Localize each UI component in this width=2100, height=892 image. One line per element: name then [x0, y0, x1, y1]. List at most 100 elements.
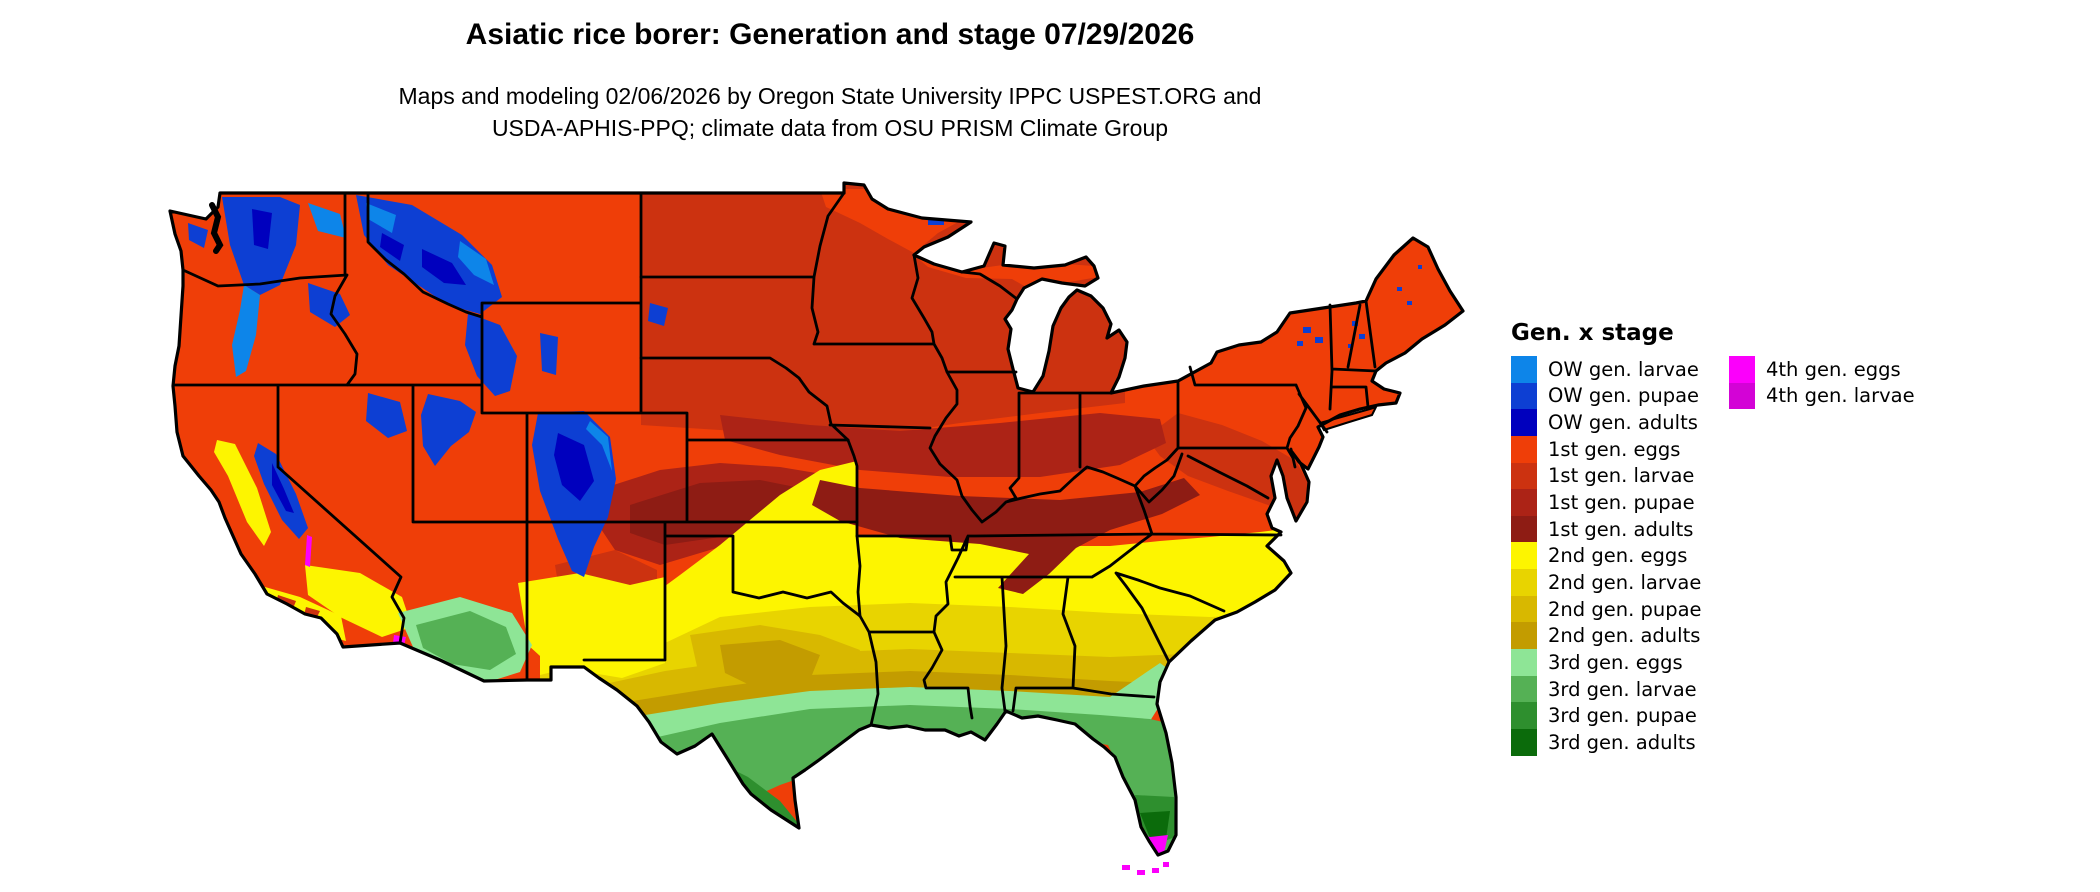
- legend-right-column: 4th gen. eggs 4th gen. larvae: [1729, 356, 1915, 410]
- florida-keys: [1122, 862, 1169, 875]
- legend-label: 2nd gen. pupae: [1548, 597, 1702, 621]
- region-yellowstone-ow: [465, 313, 517, 396]
- region-sierra-ow-core: [272, 463, 294, 513]
- state-borders-south: [855, 532, 1226, 727]
- legend-label: 1st gen. adults: [1548, 517, 1694, 541]
- legend-item: 1st gen. pupae: [1511, 489, 1702, 516]
- legend-label: 4th gen. larvae: [1766, 384, 1915, 408]
- legend-swatch: [1511, 542, 1537, 570]
- legend-item: 1st gen. eggs: [1511, 435, 1702, 463]
- legend-swatch: [1511, 728, 1537, 756]
- legend-label: 3rd gen. pupae: [1548, 704, 1697, 728]
- legend-item: 2nd gen. adults: [1511, 622, 1702, 650]
- legend-label: 3rd gen. eggs: [1548, 650, 1683, 674]
- legend-swatch: [1511, 595, 1537, 623]
- legend-label: OW gen. pupae: [1548, 384, 1700, 408]
- legend-swatch: [1511, 462, 1537, 490]
- legend-item: OW gen. larvae: [1511, 356, 1702, 383]
- legend-swatch: [1511, 435, 1537, 463]
- region-nevada-ow: [366, 393, 407, 438]
- legend-label: 1st gen. eggs: [1548, 437, 1681, 461]
- region-band-3rd-eggs: [540, 663, 1190, 775]
- legend-label: OW gen. larvae: [1548, 357, 1699, 381]
- region-newash-ow: [308, 203, 346, 238]
- us-coastline: [168, 181, 1465, 857]
- map-subtitle-line2: USDA-APHIS-PPQ; climate data from OSU PR…: [491, 115, 1169, 141]
- legend-item: 3rd gen. pupae: [1511, 702, 1702, 729]
- region-band-2nd-adults: [540, 671, 1200, 747]
- legend-label: 3rd gen. larvae: [1548, 677, 1697, 701]
- region-california-central-valley-2nd-eggs: [214, 440, 271, 546]
- map-subtitle: Maps and modeling 02/06/2026 by Oregon S…: [0, 80, 1660, 144]
- region-wasatch-ow: [421, 394, 476, 466]
- legend-item: 2nd gen. eggs: [1511, 542, 1702, 570]
- mountain-ow-regions: [188, 195, 1422, 577]
- long-island: [1318, 405, 1378, 432]
- us-map-container: [160, 145, 1490, 885]
- legend-label: 4th gen. eggs: [1766, 357, 1901, 381]
- legend-label: 2nd gen. adults: [1548, 624, 1701, 648]
- region-mojave-2nd-eggs: [305, 565, 412, 637]
- legend-item: 4th gen. larvae: [1729, 382, 1915, 410]
- region-south-newmexico-2nd-eggs: [518, 573, 665, 678]
- region-colorado-ow-core: [554, 433, 594, 501]
- legend-swatch: [1511, 356, 1537, 383]
- legend-swatch: [1511, 675, 1537, 703]
- region-olympics-ow: [188, 223, 208, 248]
- legend-item: 1st gen. larvae: [1511, 462, 1702, 490]
- region-idmt-ow-core1: [422, 249, 466, 285]
- legend-label: 3rd gen. adults: [1548, 730, 1696, 754]
- region-arizona-3rd-larvae: [416, 611, 516, 670]
- region-socal-coast-red-patch: [276, 595, 320, 619]
- region-cascades-ow-fringe: [232, 285, 260, 377]
- map-title: Asiatic rice borer: Generation and stage…: [465, 18, 1195, 51]
- legend-swatch: [1729, 382, 1755, 410]
- region-colorado-ow-fringe: [586, 421, 612, 471]
- legend-swatch: [1511, 702, 1537, 729]
- legend-item: 1st gen. adults: [1511, 515, 1702, 543]
- region-idmt-ow-fringe1: [366, 203, 396, 233]
- legend-label: 2nd gen. eggs: [1548, 544, 1688, 568]
- legend-swatch: [1511, 409, 1537, 436]
- legend-label: 2nd gen. larvae: [1548, 570, 1702, 594]
- region-blackhills-ow: [648, 303, 668, 326]
- puget-sound: [209, 202, 224, 254]
- legend-swatch: [1511, 489, 1537, 516]
- state-borders-east: [1133, 299, 1378, 537]
- legend-item: 2nd gen. larvae: [1511, 569, 1702, 596]
- header: Asiatic rice borer: Generation and stage…: [0, 0, 1660, 144]
- legend-label: 1st gen. larvae: [1548, 464, 1695, 488]
- region-idmt-ow-core2: [380, 233, 404, 261]
- region-cascades-ow-core: [252, 209, 272, 249]
- legend-left-column: OW gen. larvae OW gen. pupae OW gen. adu…: [1511, 356, 1702, 756]
- legend-item: 2nd gen. pupae: [1511, 595, 1702, 623]
- us-map: [168, 181, 1465, 875]
- state-borders: [172, 191, 1378, 727]
- region-band-2nd-eggs: [540, 461, 1463, 677]
- state-borders-west: [172, 191, 862, 682]
- legend-item: 3rd gen. larvae: [1511, 675, 1702, 703]
- legend-item: OW gen. adults: [1511, 409, 1702, 436]
- state-borders-midwest: [639, 191, 1137, 618]
- legend: Gen. x stage OW gen. larvae OW gen. pupa…: [1511, 320, 2071, 756]
- legend-swatch: [1511, 569, 1537, 596]
- legend-item: 3rd gen. eggs: [1511, 649, 1702, 676]
- legend-item: 4th gen. eggs: [1729, 356, 1915, 383]
- legend-swatch: [1511, 382, 1537, 410]
- region-adirondack-flecks: [1297, 327, 1323, 346]
- region-death-valley-4th: [305, 535, 312, 567]
- region-idmt-ow-fringe2: [458, 241, 494, 285]
- choropleth-regions: [170, 183, 1463, 855]
- legend-label: 1st gen. pupae: [1548, 491, 1695, 515]
- region-eastor-ow: [308, 283, 350, 327]
- legend-label: OW gen. adults: [1548, 411, 1698, 435]
- region-midatlantic-1st-larvae: [1146, 413, 1310, 519]
- legend-item: OW gen. pupae: [1511, 382, 1702, 410]
- legend-swatch: [1511, 649, 1537, 676]
- region-medicinebow-ow: [540, 333, 558, 375]
- legend-swatch: [1511, 515, 1537, 543]
- legend-swatch: [1729, 356, 1755, 383]
- region-south-florida-3rd-adults: [1140, 811, 1170, 843]
- region-lake-superior-shore-1st-eggs: [914, 255, 1098, 287]
